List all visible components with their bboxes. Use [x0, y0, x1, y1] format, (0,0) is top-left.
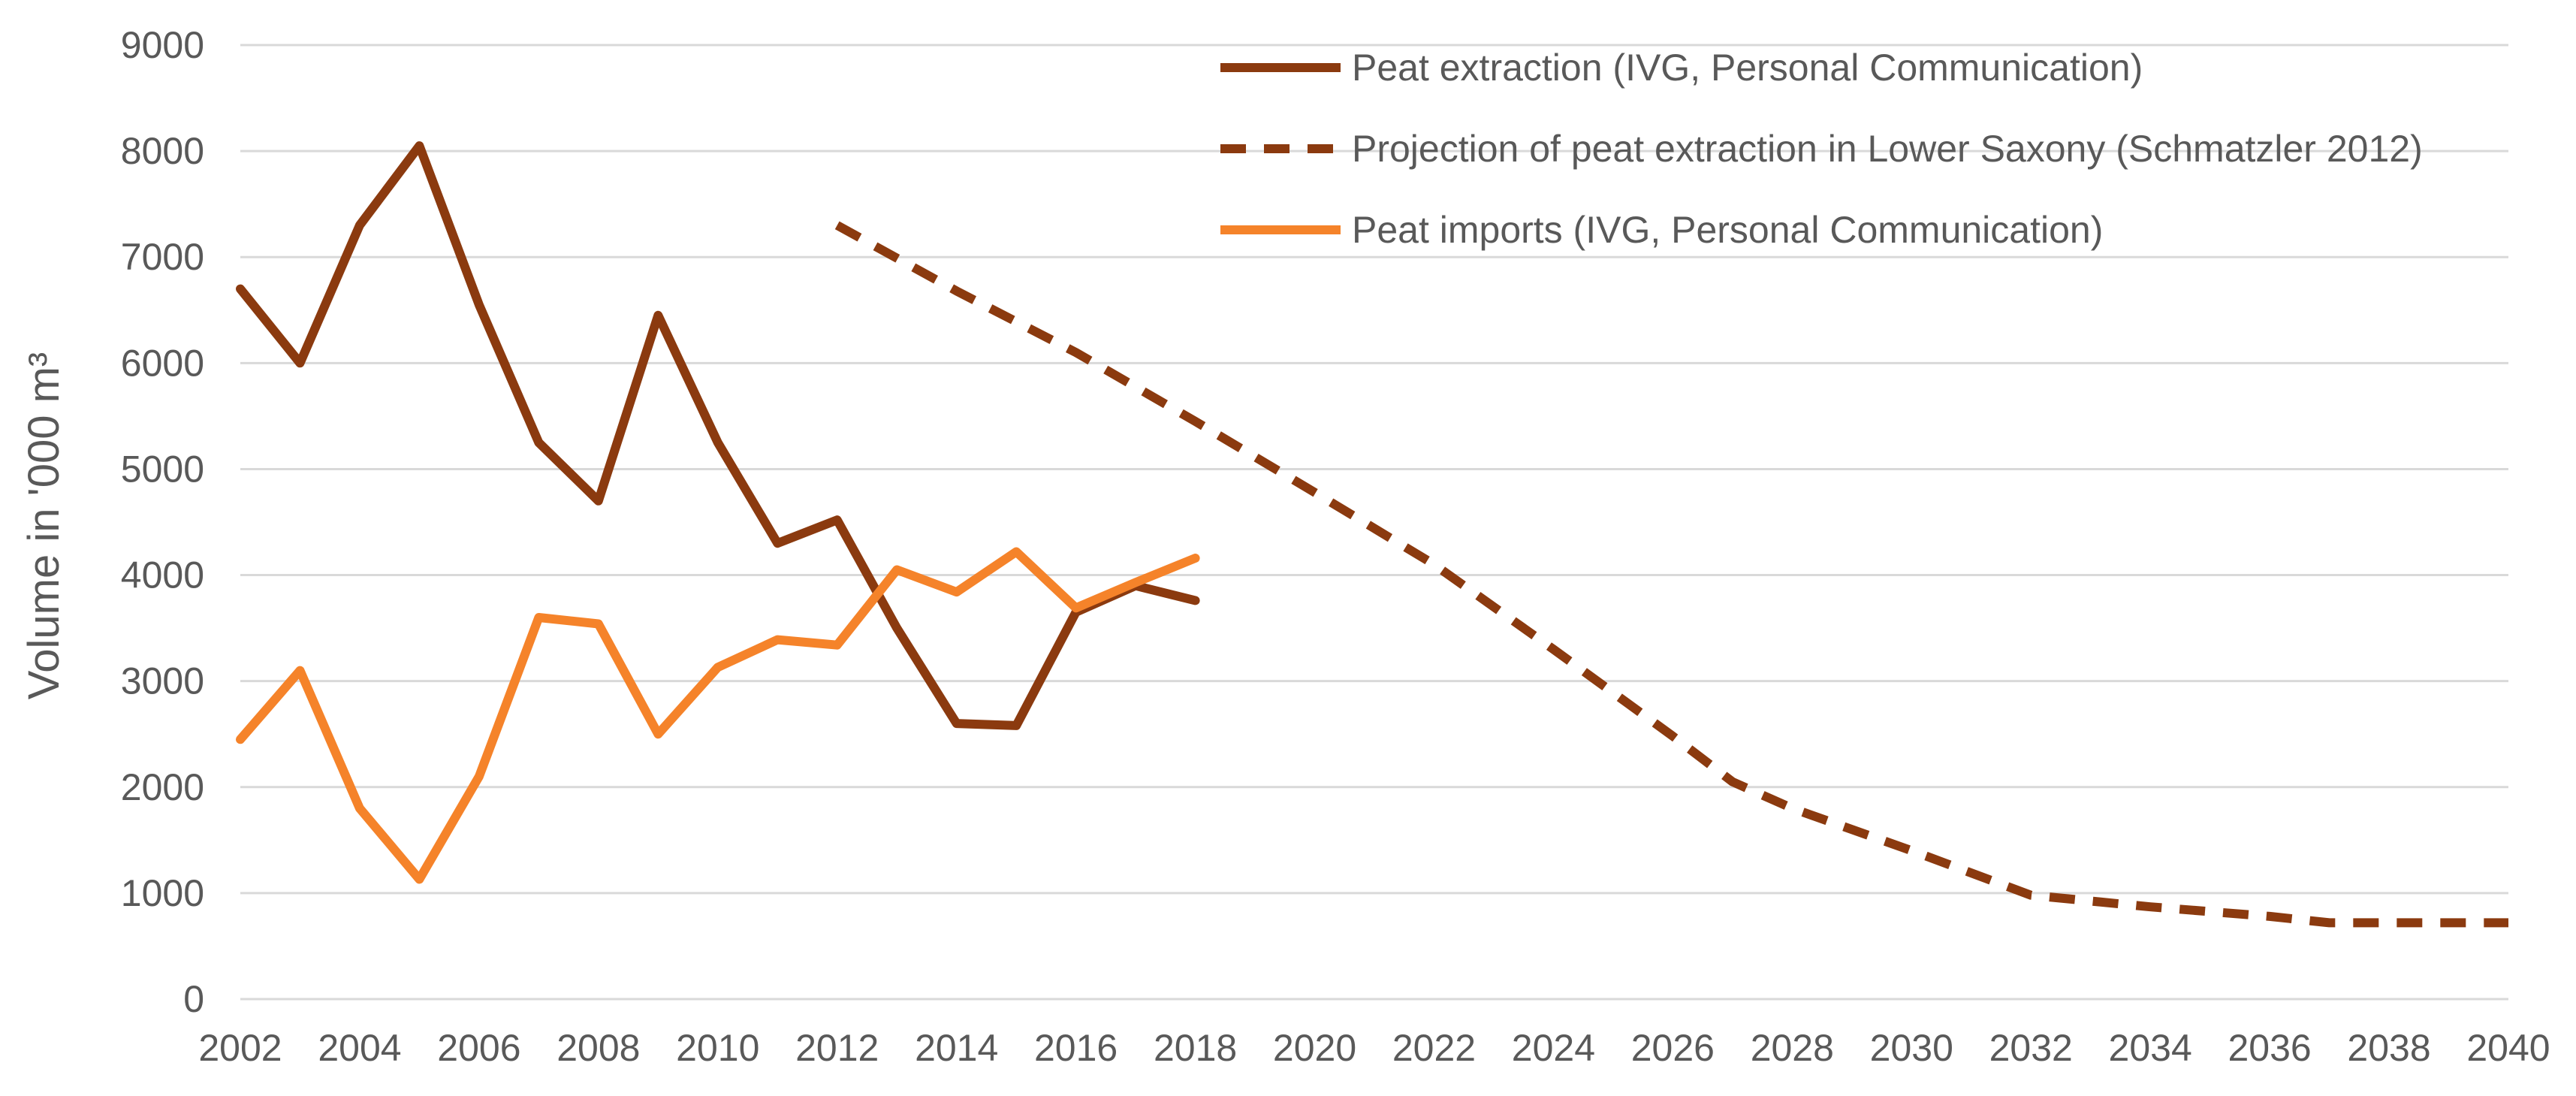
x-tick-label: 2034	[2109, 1027, 2192, 1069]
y-tick-label: 1000	[121, 872, 204, 914]
legend-label-3: Peat imports (IVG, Personal Communicatio…	[1352, 209, 2103, 251]
y-tick-label: 8000	[121, 130, 204, 172]
y-tick-label: 6000	[121, 342, 204, 384]
axes: 0 1000 2000 3000 4000 5000 6000 7000 8000 9000 200…	[121, 24, 2550, 1069]
legend-label-2: Projection of peat extraction in Lower S…	[1352, 128, 2423, 170]
x-tick-label: 2020	[1273, 1027, 1356, 1069]
series-line-2	[834, 221, 2508, 928]
x-tick-label: 2006	[437, 1027, 520, 1069]
y-tick-label: 0	[183, 978, 204, 1020]
y-tick-label: 5000	[121, 448, 204, 490]
x-tick-label: 2032	[1989, 1027, 2073, 1069]
y-tick-label: 9000	[121, 24, 204, 66]
x-tick-label: 2030	[1870, 1027, 1953, 1069]
legend-label-1: Peat extraction (IVG, Personal Communica…	[1352, 47, 2143, 89]
y-tick-label: 4000	[121, 554, 204, 596]
series-line-3	[236, 547, 1200, 884]
x-tick-label: 2024	[1512, 1027, 1595, 1069]
x-tick-label: 2026	[1631, 1027, 1715, 1069]
x-tick-label: 2028	[1751, 1027, 1834, 1069]
x-tick-label: 2004	[318, 1027, 401, 1069]
x-tick-label: 2022	[1392, 1027, 1476, 1069]
legend: Peat extraction (IVG, Personal Communica…	[1220, 47, 2423, 251]
y-axis-title: Volume in '000 m³	[20, 352, 68, 699]
x-tick-label: 2038	[2347, 1027, 2430, 1069]
x-tick-label: 2010	[676, 1027, 759, 1069]
x-tick-label: 2002	[198, 1027, 282, 1069]
y-tick-label: 7000	[121, 236, 204, 278]
x-tick-label: 2012	[795, 1027, 879, 1069]
y-tick-label: 3000	[121, 660, 204, 702]
gridlines	[240, 44, 2508, 1001]
x-tick-label: 2008	[557, 1027, 640, 1069]
series-lines	[236, 141, 2508, 928]
x-tick-label: 2040	[2466, 1027, 2550, 1069]
x-tick-label: 2014	[915, 1027, 998, 1069]
x-tick-label: 2018	[1154, 1027, 1237, 1069]
y-tick-label: 2000	[121, 766, 204, 808]
series-line-1	[236, 141, 1200, 730]
x-tick-label: 2036	[2228, 1027, 2311, 1069]
x-tick-label: 2016	[1034, 1027, 1118, 1069]
